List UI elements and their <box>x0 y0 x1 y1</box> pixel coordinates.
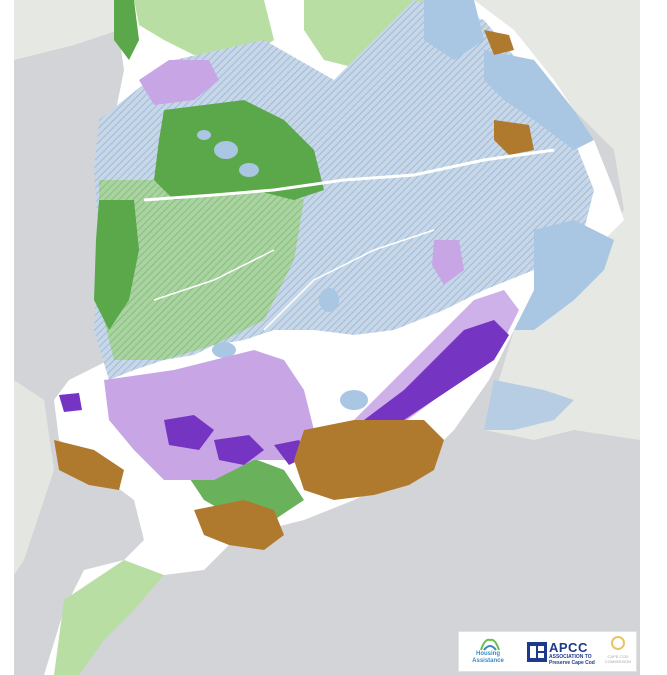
pond <box>239 163 259 177</box>
protected-forest <box>154 100 324 200</box>
bay-east <box>484 50 594 150</box>
road <box>263 229 435 331</box>
habitat-dark-west3 <box>59 393 82 412</box>
protected-strip <box>114 0 139 60</box>
habitat-dark-west1 <box>164 415 214 450</box>
bay-se <box>514 220 614 330</box>
outside-land-east <box>454 0 640 440</box>
habitat-light-mid <box>432 240 464 285</box>
pond <box>212 342 236 358</box>
conservation-south <box>54 560 164 675</box>
pond <box>197 130 211 140</box>
habitat-dark-west2 <box>214 435 264 465</box>
pond <box>214 141 238 159</box>
cape-cod-commission-label: CAPE COD COMMISSION <box>604 654 632 664</box>
bay-south <box>484 380 574 430</box>
housing-assistance-icon <box>480 638 500 651</box>
logo-panel: Housing Assistance APCC ASSOCIATION TO P… <box>458 631 637 672</box>
outside-land-sw <box>14 380 54 575</box>
apcc-title: APCC <box>549 640 588 655</box>
apcc-logo[interactable]: APCC ASSOCIATION TO Preserve Cape Cod <box>523 632 595 671</box>
habitat-dark-east <box>364 320 509 430</box>
conservation-north <box>134 0 274 60</box>
wetland-sw <box>194 500 284 550</box>
highway-route <box>143 148 555 202</box>
apcc-icon <box>527 642 547 662</box>
pond <box>340 390 368 410</box>
wetland-west <box>54 440 124 490</box>
outside-land-west <box>14 0 134 60</box>
housing-assistance-label: Housing Assistance <box>472 651 504 664</box>
bay-north <box>424 0 484 60</box>
protected-west <box>94 200 139 330</box>
housing-assistance-logo[interactable]: Housing Assistance <box>459 632 517 671</box>
habitat-light-north <box>139 60 219 105</box>
map-canvas[interactable] <box>14 0 640 675</box>
apcc-subtitle: ASSOCIATION TO Preserve Cape Cod <box>549 654 595 666</box>
cape-cod-commission-logo[interactable]: CAPE COD COMMISSION <box>599 632 637 671</box>
pond <box>319 288 339 312</box>
cape-cod-commission-icon <box>611 636 625 650</box>
wetland-ne <box>484 30 514 55</box>
road <box>153 249 275 301</box>
water-supply-green <box>99 175 304 360</box>
wetland-south <box>294 420 444 500</box>
wetland-east <box>494 120 534 155</box>
